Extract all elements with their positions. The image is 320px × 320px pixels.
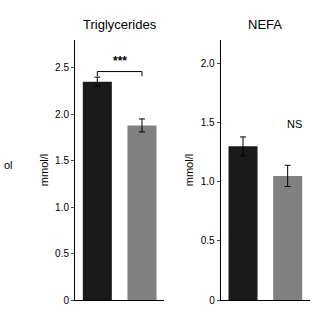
svg-text:1.0: 1.0 (201, 176, 215, 187)
svg-text:2.0: 2.0 (201, 58, 215, 69)
svg-text:2.0: 2.0 (55, 109, 69, 120)
svg-text:Triglycerides: Triglycerides (83, 17, 157, 32)
svg-text:1.5: 1.5 (55, 155, 69, 166)
svg-text:ol: ol (4, 159, 13, 171)
svg-text:0.5: 0.5 (201, 235, 215, 246)
svg-text:1.0: 1.0 (55, 202, 69, 213)
svg-text:1.5: 1.5 (201, 117, 215, 128)
svg-text:0.5: 0.5 (55, 248, 69, 259)
svg-text:0: 0 (209, 295, 215, 306)
svg-text:mmol/l: mmol/l (183, 154, 195, 186)
svg-text:***: *** (113, 54, 127, 68)
svg-text:NEFA: NEFA (248, 17, 282, 32)
svg-text:NS: NS (287, 118, 302, 130)
svg-text:mmol/l: mmol/l (38, 154, 50, 186)
svg-text:2.5: 2.5 (55, 62, 69, 73)
svg-text:0: 0 (63, 295, 69, 306)
